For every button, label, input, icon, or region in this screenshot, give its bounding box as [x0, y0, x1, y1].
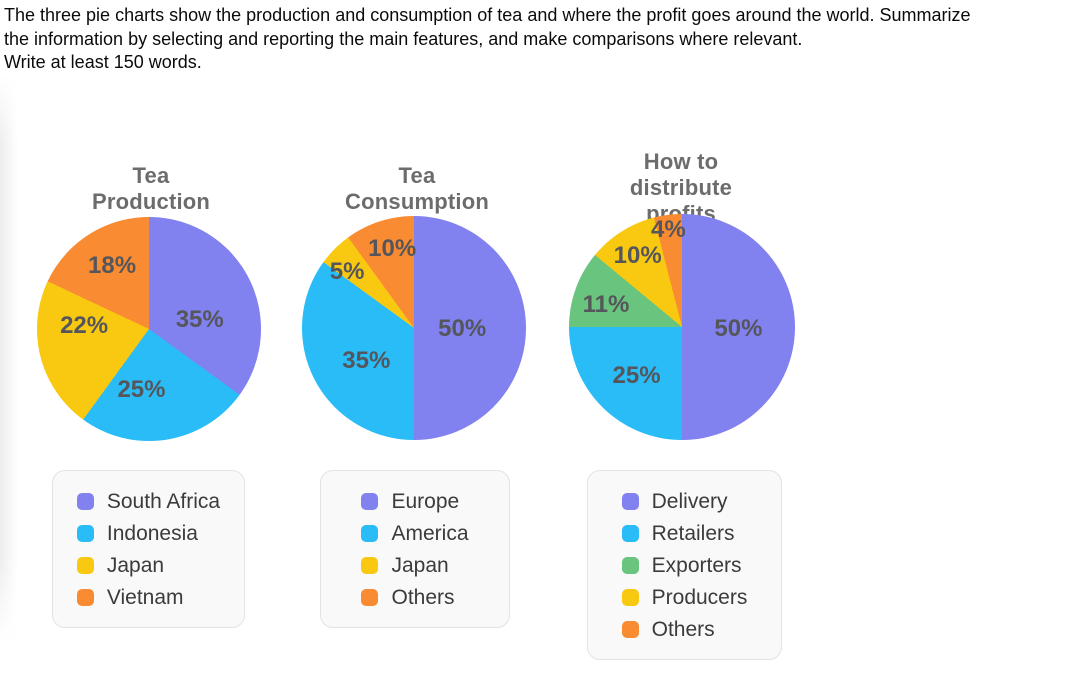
chart-title: How to distribute profits: [629, 149, 733, 226]
legend-swatch-icon: [76, 588, 94, 606]
legend-swatch-icon: [76, 524, 94, 542]
legend-item: Delivery: [621, 485, 748, 517]
legend-label: Producers: [651, 585, 748, 609]
slice-label: 11%: [582, 291, 630, 319]
legend-items: South Africa Indonesia Japan Vietnam: [76, 485, 221, 613]
slice-label: 35%: [342, 347, 391, 375]
slice-label: 5%: [329, 257, 365, 285]
slice-label: 50%: [714, 314, 763, 342]
legend-swatch-icon: [621, 492, 639, 510]
slice-label: 4%: [650, 215, 686, 243]
legend-label: America: [391, 521, 469, 545]
legend-swatch-icon: [76, 492, 94, 510]
legend-label: Japan: [391, 553, 449, 577]
legend-item: Japan: [76, 549, 220, 581]
legend-item: Europe: [361, 485, 468, 517]
legend-label: South Africa: [106, 489, 221, 513]
pie-profit-distribution: [569, 214, 795, 440]
chart-title: Tea Production: [91, 163, 211, 214]
task-prompt-text: The three pie charts show the production…: [4, 5, 971, 72]
legend-swatch-icon: [76, 556, 94, 574]
legend-item: Producers: [621, 581, 748, 613]
legend-item: Exporters: [621, 549, 748, 581]
legend-label: Exporters: [651, 553, 742, 577]
chart-title: Tea Consumption: [345, 163, 489, 214]
page-edge-shadow: [0, 76, 18, 642]
slice-label: 10%: [368, 235, 417, 263]
legend-label: Vietnam: [106, 585, 184, 609]
slice-label: 25%: [117, 376, 166, 404]
slice-label: 25%: [612, 361, 661, 389]
legend-items: Europe America Japan Others: [361, 485, 469, 613]
legend-label: Others: [391, 585, 455, 609]
legend-swatch-icon: [621, 556, 639, 574]
legend-label: Japan: [106, 553, 165, 577]
pie-tea-consumption: [302, 216, 526, 440]
legend-label: Europe: [391, 489, 460, 513]
legend-item: Others: [621, 613, 748, 645]
legend-tea-consumption: Europe America Japan Others: [320, 470, 510, 628]
legend-label: Retailers: [651, 521, 735, 545]
slice-label: 10%: [613, 242, 662, 270]
legend-swatch-icon: [621, 588, 639, 606]
legend-profit-distribution: Delivery Retailers Exporters Producers Other…: [587, 470, 782, 660]
legend-swatch-icon: [361, 556, 379, 574]
legend-label: Others: [651, 617, 715, 641]
legend-tea-production: South Africa Indonesia Japan Vietnam: [52, 470, 245, 628]
legend-items: Delivery Retailers Exporters Producers Other…: [621, 485, 748, 645]
legend-item: America: [361, 517, 469, 549]
slice-label: 22%: [60, 312, 109, 340]
legend-swatch-icon: [361, 588, 379, 606]
pie-tea-production: [37, 217, 261, 441]
legend-item: Japan: [361, 549, 468, 581]
legend-item: South Africa: [76, 485, 221, 517]
legend-item: Others: [361, 581, 468, 613]
legend-swatch-icon: [621, 620, 639, 638]
slice-label: 35%: [175, 306, 224, 334]
legend-swatch-icon: [361, 524, 379, 542]
legend-item: Retailers: [621, 517, 748, 549]
legend-item: Vietnam: [76, 581, 220, 613]
legend-item: Indonesia: [76, 517, 220, 549]
slice-label: 50%: [438, 314, 487, 342]
legend-swatch-icon: [361, 492, 379, 510]
legend-label: Delivery: [651, 489, 728, 513]
legend-label: Indonesia: [106, 521, 198, 545]
legend-swatch-icon: [621, 524, 639, 542]
slice-label: 18%: [88, 252, 137, 280]
